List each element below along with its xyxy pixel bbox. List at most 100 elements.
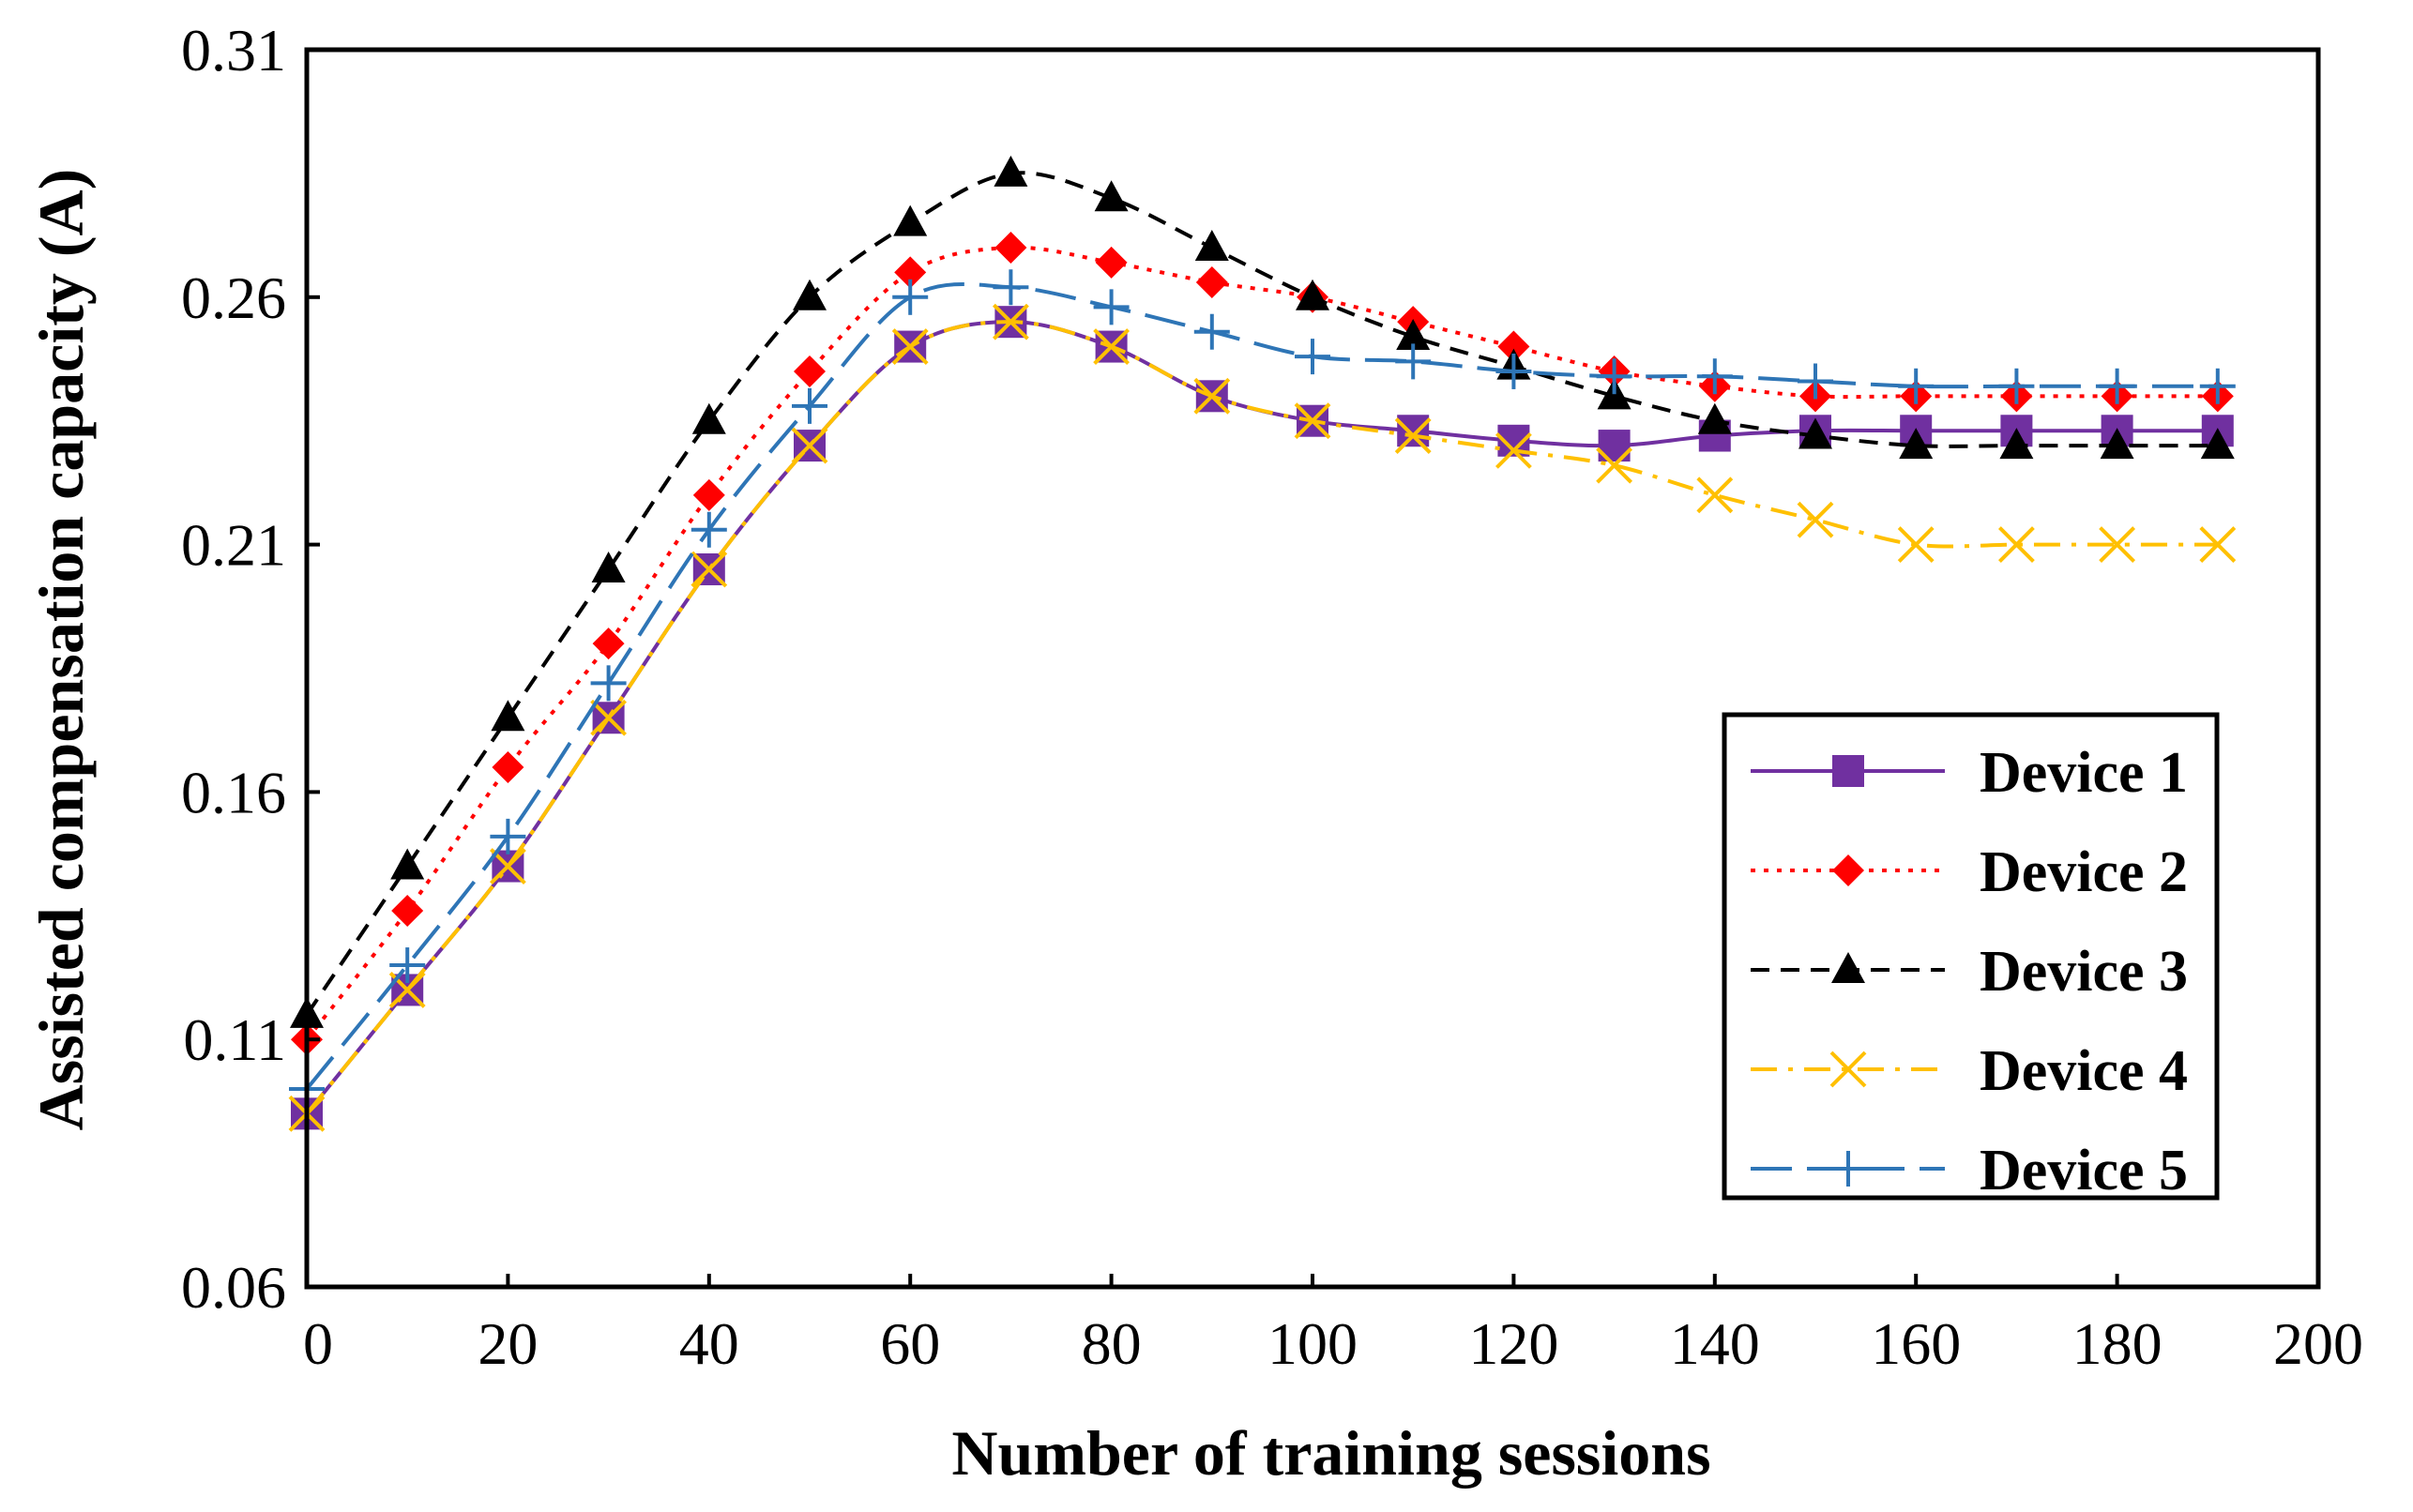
data-point xyxy=(1697,402,1732,434)
data-point xyxy=(1294,402,1331,440)
x-tick-label: 200 xyxy=(2273,1310,2363,1377)
data-point xyxy=(492,751,524,784)
data-point xyxy=(1495,353,1532,389)
y-tick-label: 0.21 xyxy=(181,512,286,579)
data-point xyxy=(1998,368,2035,404)
data-point xyxy=(391,895,424,928)
series-device-2 xyxy=(291,232,2234,1056)
data-point xyxy=(1696,476,1734,514)
legend-marker xyxy=(1830,1151,1866,1187)
x-tick-label: 180 xyxy=(2072,1310,2163,1377)
data-point xyxy=(1898,368,1935,404)
data-point xyxy=(1497,330,1530,363)
data-point xyxy=(1195,265,1228,298)
data-point xyxy=(1897,526,1935,564)
data-point xyxy=(1495,431,1532,469)
legend-marker xyxy=(1832,854,1864,886)
data-point xyxy=(691,511,727,548)
data-point xyxy=(1295,339,1330,375)
legend-marker xyxy=(1829,1051,1867,1088)
x-tick-label: 20 xyxy=(478,1310,538,1377)
legend-item: Device 5 xyxy=(1751,1139,2188,1202)
data-point xyxy=(892,279,929,315)
data-point xyxy=(1798,363,1833,400)
data-point xyxy=(591,551,626,582)
data-point xyxy=(1193,313,1230,350)
legend-item: Device 4 xyxy=(1751,1039,2188,1103)
data-point xyxy=(1194,230,1229,262)
data-point xyxy=(1296,279,1329,310)
data-point xyxy=(1596,446,1633,484)
legend-marker xyxy=(1832,755,1864,787)
legend-label: Device 1 xyxy=(1980,741,2188,805)
legend-marker xyxy=(1831,952,1865,983)
data-point xyxy=(691,402,726,434)
x-tick-label: 0 xyxy=(303,1310,333,1377)
legend-box xyxy=(1722,712,2220,1201)
series-layer xyxy=(288,155,2237,1132)
y-tick-label: 0.31 xyxy=(181,17,286,83)
data-point xyxy=(993,269,1029,306)
data-point xyxy=(994,155,1028,187)
legend-item: Device 1 xyxy=(1751,741,2188,805)
x-axis-title: Number of training sessions xyxy=(951,1417,1710,1489)
x-tick-label: 60 xyxy=(880,1310,940,1377)
data-point xyxy=(590,699,628,736)
y-tick-label: 0.06 xyxy=(181,1254,286,1321)
legend-label: Device 3 xyxy=(1980,940,2188,1004)
legend-item: Device 3 xyxy=(1751,940,2188,1004)
data-point xyxy=(1093,328,1131,365)
series-device-5 xyxy=(289,269,2236,1107)
legend-label: Device 2 xyxy=(1980,840,2188,904)
data-point xyxy=(1999,428,2034,460)
data-point xyxy=(2199,368,2236,404)
data-point xyxy=(794,355,826,387)
data-point xyxy=(1395,343,1432,380)
data-point xyxy=(891,328,929,365)
data-point xyxy=(692,478,725,511)
data-point xyxy=(1093,289,1130,325)
y-axis-title: Assisted compensation capacity (A) xyxy=(25,169,97,1131)
data-point xyxy=(390,848,425,880)
data-point xyxy=(1397,415,1430,447)
data-point xyxy=(791,427,828,464)
data-point xyxy=(491,700,525,732)
x-tick-label: 100 xyxy=(1267,1310,1358,1377)
data-point xyxy=(1696,358,1733,395)
legend-label: Device 5 xyxy=(1980,1139,2188,1202)
data-point xyxy=(894,256,927,289)
data-point xyxy=(792,387,827,424)
data-point xyxy=(1596,358,1632,395)
data-point xyxy=(592,627,625,660)
data-point xyxy=(2200,428,2235,460)
data-point xyxy=(1094,180,1129,212)
data-point xyxy=(1798,417,1832,449)
data-point xyxy=(2199,526,2237,564)
data-point xyxy=(893,204,928,236)
x-tick-label: 120 xyxy=(1468,1310,1558,1377)
x-tick-label: 40 xyxy=(679,1310,739,1377)
series-line xyxy=(305,281,2218,1091)
data-point xyxy=(2099,526,2136,564)
legend-label: Device 4 xyxy=(1980,1039,2188,1103)
legend: Device 1 Device 2 Device 3 Device 4 Device 5 xyxy=(1722,712,2220,1202)
data-point xyxy=(1394,417,1432,454)
data-point xyxy=(793,279,827,310)
data-point xyxy=(994,232,1027,265)
data-point xyxy=(1899,428,1934,460)
data-point xyxy=(590,665,627,702)
y-tick-label: 0.26 xyxy=(181,265,286,331)
data-point xyxy=(1997,526,2035,564)
data-point xyxy=(1193,377,1231,415)
data-point xyxy=(1396,319,1431,351)
y-tick-label: 0.11 xyxy=(183,1006,286,1073)
legend-item: Device 2 xyxy=(1751,840,2188,904)
series-line xyxy=(305,171,2218,1016)
axes-layer: 0.06 0.11 0.16 0.21 0.26 0.31 0 20 40 60 80 100 120 1… xyxy=(181,17,2363,1377)
y-tick-label: 0.16 xyxy=(181,759,286,825)
data-point xyxy=(2099,368,2135,404)
data-point xyxy=(2100,428,2134,460)
data-point xyxy=(691,551,728,588)
data-point xyxy=(992,303,1029,340)
